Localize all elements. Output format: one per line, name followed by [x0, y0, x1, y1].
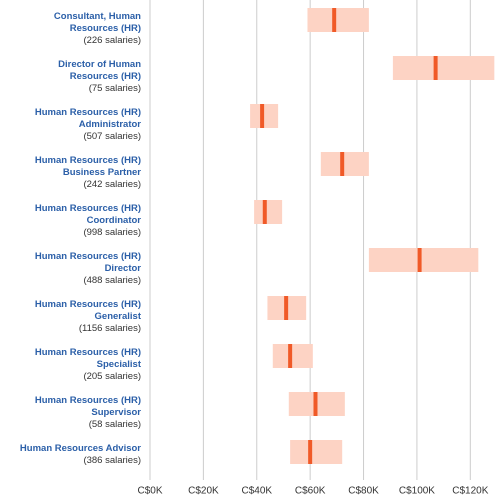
- row-label: Consultant, Human Resources (HR) (226 sal…: [10, 11, 141, 47]
- job-title: Human Resources (HR) Director: [34, 251, 141, 274]
- median-marker: [284, 296, 289, 320]
- salary-range: [392, 56, 495, 80]
- salary-range: [290, 440, 343, 464]
- median-marker: [308, 440, 313, 464]
- salary-range: [272, 344, 313, 368]
- salary-range: [320, 152, 369, 176]
- job-title: Human Resources (HR) Specialist: [34, 347, 141, 370]
- salary-count: (1156 salaries): [78, 323, 141, 334]
- x-tick-label: C$40K: [241, 486, 272, 497]
- row-label: Human Resources (HR) Director (488 salari…: [10, 251, 141, 287]
- row-label: Human Resources (HR) Specialist (205 sala…: [10, 347, 141, 383]
- median-marker: [260, 104, 265, 128]
- row-label: Human Resources (HR) Coordinator (998 sal…: [10, 203, 141, 239]
- salary-count: (507 salaries): [83, 131, 141, 142]
- job-title: Human Resources Advisor: [19, 443, 141, 454]
- salary-range: [307, 8, 369, 32]
- salary-count: (75 salaries): [88, 83, 141, 94]
- job-title: Human Resources (HR) Supervisor: [34, 395, 141, 418]
- x-tick-label: C$20K: [188, 486, 219, 497]
- salary-range: [254, 200, 283, 224]
- x-tick-label: C$100K: [399, 486, 435, 497]
- row-label: Human Resources (HR) Supervisor (58 salar…: [10, 395, 141, 431]
- row-label: Human Resources Advisor (386 salaries): [10, 443, 141, 467]
- row-label: Human Resources (HR) Business Partner (24…: [10, 155, 141, 191]
- row-label: Human Resources (HR) Administrator (507 s…: [10, 107, 141, 143]
- median-marker: [332, 8, 337, 32]
- job-title: Director of Human Resources (HR): [58, 59, 141, 82]
- median-marker: [433, 56, 438, 80]
- salary-count: (386 salaries): [83, 455, 141, 466]
- salary-range: [250, 104, 279, 128]
- job-title: Human Resources (HR) Generalist: [34, 299, 141, 322]
- job-title: Consultant, Human Resources (HR): [53, 11, 141, 34]
- median-marker: [262, 200, 267, 224]
- x-tick-label: C$120K: [452, 486, 488, 497]
- salary-range: [368, 248, 479, 272]
- median-marker: [340, 152, 345, 176]
- x-tick-label: C$80K: [348, 486, 379, 497]
- salary-count: (58 salaries): [88, 419, 141, 430]
- salary-count: (226 salaries): [83, 35, 141, 46]
- median-marker: [417, 248, 422, 272]
- job-title: Human Resources (HR) Business Partner: [34, 155, 141, 178]
- row-label: Human Resources (HR) Generalist (1156 sal…: [10, 299, 141, 335]
- job-title: Human Resources (HR) Administrator: [34, 107, 141, 130]
- x-tick-label: C$60K: [295, 486, 326, 497]
- salary-count: (488 salaries): [83, 275, 141, 286]
- x-tick-label: C$0K: [137, 486, 162, 497]
- row-label: Director of Human Resources (HR) (75 sala…: [10, 59, 141, 95]
- salary-count: (242 salaries): [83, 179, 141, 190]
- job-title: Human Resources (HR) Coordinator: [34, 203, 141, 226]
- salary-count: (998 salaries): [83, 227, 141, 238]
- median-marker: [288, 344, 293, 368]
- median-marker: [313, 392, 318, 416]
- salary-count: (205 salaries): [83, 371, 141, 382]
